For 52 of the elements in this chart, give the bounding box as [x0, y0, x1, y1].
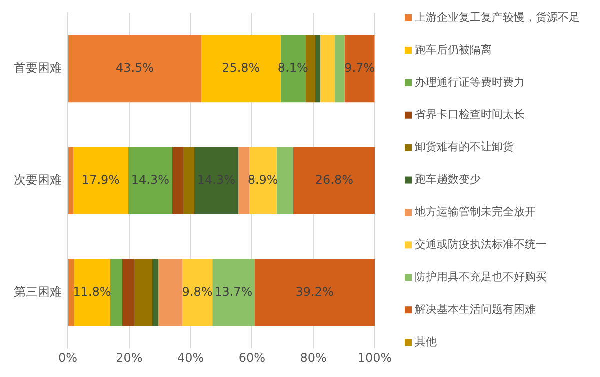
bar [335, 36, 345, 103]
bar [183, 147, 194, 214]
legend-label: 交通或防疫执法标准不统一 [415, 238, 547, 252]
data-label: 9.7% [344, 61, 376, 76]
bar [134, 259, 152, 326]
bar [128, 147, 172, 214]
x-tick-label: 0% [58, 350, 78, 365]
bar [254, 259, 375, 326]
bar [194, 147, 238, 214]
x-tick-label: 60% [238, 350, 266, 365]
legend-label: 防护用具不充足也不好购买 [415, 270, 547, 284]
bar [68, 36, 202, 103]
legend-label: 跑车趟数变少 [415, 173, 481, 186]
bar [158, 259, 183, 326]
bar [315, 36, 320, 103]
legend-label: 其他 [415, 335, 437, 348]
bar [68, 147, 74, 214]
bar [238, 147, 250, 214]
x-tick-label: 40% [177, 350, 204, 365]
x-tick-label: 80% [300, 350, 327, 365]
bar [320, 36, 336, 103]
bar [172, 147, 184, 214]
y-tick-label: 次要困难 [14, 173, 62, 188]
bar [152, 259, 159, 326]
legend-label: 跑车后仍被隔离 [415, 43, 492, 56]
bar [344, 36, 375, 103]
legend-label: 解决基本生活问题有困难 [415, 302, 536, 316]
y-tick-label: 首要困难 [14, 61, 62, 76]
x-tick-label: 20% [116, 350, 143, 365]
data-label: 26.8% [315, 173, 354, 188]
legend-label: 地方运输管制未完全放开 [414, 206, 536, 219]
data-label: 25.8% [222, 61, 260, 76]
bar [68, 259, 74, 326]
x-tick-label: 100% [358, 350, 392, 365]
bar [122, 259, 134, 326]
y-tick-label: 第三困难 [14, 284, 62, 299]
bar [182, 259, 213, 326]
bar [293, 147, 375, 214]
data-label: 14.3% [131, 173, 170, 188]
legend-label: 省界卡口检查时间太长 [415, 108, 525, 122]
bar [276, 147, 294, 214]
bar [74, 147, 128, 214]
legend-label: 卸货难有的不让卸货 [415, 140, 514, 154]
data-label: 9.8% [182, 284, 213, 299]
bar [110, 259, 122, 326]
data-label: 39.2% [296, 284, 334, 299]
data-label: 17.9% [82, 173, 120, 188]
legend-label: 上游企业复工复产较慢，货源不足 [415, 10, 580, 24]
data-label: 13.7% [214, 284, 253, 299]
bar [212, 259, 255, 326]
legend-label: 办理通行证等费时费力 [415, 76, 525, 89]
data-label: 43.5% [116, 61, 154, 76]
